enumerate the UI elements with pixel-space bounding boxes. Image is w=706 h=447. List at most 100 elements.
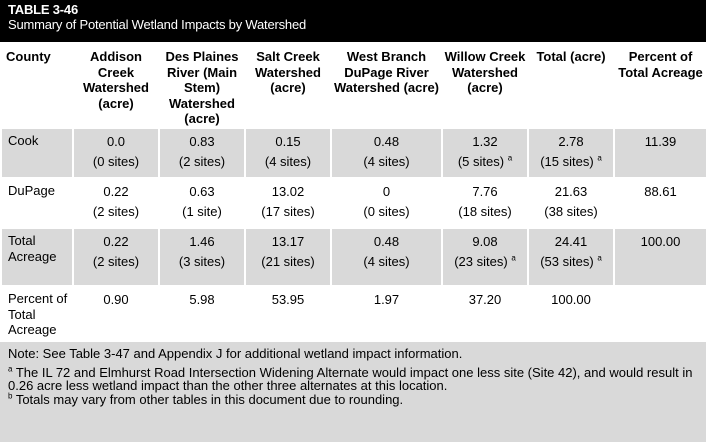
cell-value: 0.22 bbox=[103, 184, 129, 199]
row-label: Percent of Total Acreage bbox=[0, 285, 74, 342]
table-cell: 2.78 (15 sites) a bbox=[527, 127, 615, 179]
cell-sites: (38 sites) bbox=[544, 204, 598, 219]
table-cell: 1.32 (5 sites) a bbox=[441, 127, 529, 179]
cell-value: 7.76 bbox=[472, 184, 498, 199]
cell-value: 53.95 bbox=[271, 292, 305, 307]
table-cell: 13.02 (17 sites) bbox=[244, 177, 332, 229]
cell-sites: (18 sites) bbox=[458, 204, 512, 219]
table-caption: Summary of Potential Wetland Impacts by … bbox=[8, 17, 306, 32]
footnote-b-text: Totals may vary from other tables in thi… bbox=[12, 391, 404, 407]
table-cell: 0.22 (2 sites) bbox=[72, 227, 160, 287]
table-cell bbox=[613, 285, 706, 342]
cell-value: 100.00 bbox=[640, 234, 681, 249]
cell-sites: (17 sites) bbox=[261, 204, 315, 219]
cell-value: 5.98 bbox=[189, 292, 215, 307]
cell-sites: (2 sites) bbox=[92, 254, 140, 269]
footnote-marker: a bbox=[597, 153, 602, 163]
cell-sites: (0 sites) bbox=[363, 204, 410, 219]
header-row: County Addison Creek Watershed (acre) Des … bbox=[0, 42, 706, 129]
footnote-a-marker: a bbox=[8, 364, 13, 374]
cell-value: 0.48 bbox=[373, 134, 400, 149]
cell-sites: (21 sites) bbox=[261, 254, 315, 269]
table-cell: 0.48 (4 sites) bbox=[330, 127, 443, 179]
cell-value: 13.17 bbox=[271, 234, 305, 249]
table-cell: 53.95 bbox=[244, 285, 332, 342]
column-header-county: County bbox=[0, 42, 74, 129]
table-title-bar: TABLE 3-46 Summary of Potential Wetland … bbox=[0, 0, 706, 42]
table-cell: 13.17 (21 sites) bbox=[244, 227, 332, 287]
column-header: Salt Creek Watershed (acre) bbox=[244, 42, 332, 129]
table-cell: 0 (0 sites) bbox=[330, 177, 443, 229]
cell-sites: (15 sites) a bbox=[540, 153, 602, 169]
table-cell: 0.83 (2 sites) bbox=[158, 127, 246, 179]
column-header: West Branch DuPage River Watershed (acre… bbox=[330, 42, 443, 129]
cell-value: 37.20 bbox=[468, 292, 502, 307]
cell-sites: (4 sites) bbox=[363, 154, 410, 169]
table-cell: 21.63 (38 sites) bbox=[527, 177, 615, 229]
cell-value: 0.22 bbox=[103, 234, 129, 249]
cell-sites: (5 sites) a bbox=[457, 153, 513, 169]
table-cell: 100.00 bbox=[527, 285, 615, 342]
footnote-marker: a bbox=[597, 253, 602, 263]
column-header: Willow Creek Watershed (acre) bbox=[441, 42, 529, 129]
cell-value: 21.63 bbox=[554, 184, 588, 199]
note-text: Note: See Table 3-47 and Appendix J for … bbox=[8, 346, 463, 361]
cell-sites: (2 sites) bbox=[92, 204, 140, 219]
table-cell: 1.97 bbox=[330, 285, 443, 342]
cell-value: 24.41 bbox=[554, 234, 588, 249]
table-cell: 5.98 bbox=[158, 285, 246, 342]
column-header: Percent of Total Acreage bbox=[613, 42, 706, 129]
table-cell: 11.39 bbox=[613, 127, 706, 179]
cell-value: 0.63 bbox=[189, 184, 215, 199]
cell-sites: (0 sites) bbox=[92, 154, 140, 169]
cell-value: 100.00 bbox=[551, 292, 591, 307]
footnote-marker: a bbox=[511, 253, 516, 263]
cell-value: 11.39 bbox=[644, 134, 677, 149]
table-cell: 88.61 bbox=[613, 177, 706, 229]
footnote-a-text: The IL 72 and Elmhurst Road Intersection… bbox=[8, 364, 693, 393]
table-cell: 37.20 bbox=[441, 285, 529, 342]
table-row: Total Acreage 0.22 (2 sites) 1.46 (3 sites)… bbox=[0, 227, 706, 287]
table-cell: 0.63 (1 site) bbox=[158, 177, 246, 229]
column-header: Des Plaines River (Main Stem) Watershed … bbox=[158, 42, 246, 129]
cell-value: 0.83 bbox=[189, 134, 215, 149]
table-cell: 0.15 (4 sites) bbox=[244, 127, 332, 179]
footnote-b-marker: b bbox=[8, 391, 13, 401]
table-cell: 9.08 (23 sites) a bbox=[441, 227, 529, 287]
table-number: TABLE 3-46 bbox=[8, 2, 78, 17]
cell-value: 2.78 bbox=[558, 134, 584, 149]
row-label: DuPage bbox=[0, 177, 74, 229]
row-label: Cook bbox=[0, 127, 74, 179]
column-header: Total (acre) bbox=[527, 42, 615, 129]
table-cell: 7.76 (18 sites) bbox=[441, 177, 529, 229]
cell-value: 0.90 bbox=[103, 292, 129, 307]
table-notes: Note: See Table 3-47 and Appendix J for … bbox=[0, 342, 706, 442]
cell-value: 0.15 bbox=[275, 134, 301, 149]
cell-sites: (3 sites) bbox=[178, 254, 226, 269]
cell-value: 0.48 bbox=[373, 234, 400, 249]
table-row: DuPage 0.22 (2 sites) 0.63 (1 site) 13.02 (1… bbox=[0, 177, 706, 229]
cell-sites: (4 sites) bbox=[264, 154, 312, 169]
cell-value: 1.46 bbox=[189, 234, 215, 249]
cell-sites: (53 sites) a bbox=[540, 253, 602, 269]
table-cell: 1.46 (3 sites) bbox=[158, 227, 246, 287]
cell-value: 1.97 bbox=[373, 292, 400, 307]
cell-sites: (2 sites) bbox=[178, 154, 226, 169]
footnote-b: b Totals may vary from other tables in t… bbox=[8, 391, 698, 407]
footnote-a: a The IL 72 and Elmhurst Road Intersecti… bbox=[8, 364, 698, 393]
column-header: Addison Creek Watershed (acre) bbox=[72, 42, 160, 129]
table-cell: 0.22 (2 sites) bbox=[72, 177, 160, 229]
cell-value: 88.61 bbox=[644, 184, 677, 199]
cell-value: 1.32 bbox=[472, 134, 498, 149]
table-cell: 0.0 (0 sites) bbox=[72, 127, 160, 179]
cell-value: 0 bbox=[382, 184, 391, 199]
wetland-impacts-table: County Addison Creek Watershed (acre) Des … bbox=[0, 42, 706, 342]
table-row: Cook 0.0 (0 sites) 0.83 (2 sites) 0.15 (4 si… bbox=[0, 127, 706, 179]
cell-value: 13.02 bbox=[271, 184, 305, 199]
cell-value: 0.0 bbox=[106, 134, 126, 149]
cell-value: 9.08 bbox=[472, 234, 498, 249]
table-row: Percent of Total Acreage 0.90 5.98 53.95 … bbox=[0, 285, 706, 342]
table-cell: 24.41 (53 sites) a bbox=[527, 227, 615, 287]
table-cell: 100.00 bbox=[613, 227, 706, 287]
